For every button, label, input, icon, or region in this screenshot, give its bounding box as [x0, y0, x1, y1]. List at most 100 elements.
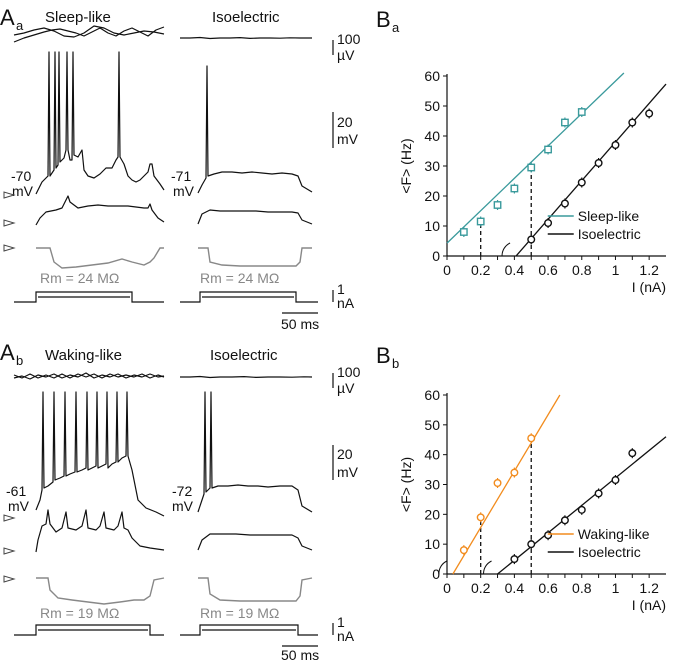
x-tick-label: 0.4	[505, 580, 525, 596]
y-tick-label: 50	[424, 98, 440, 114]
aa-marker-arrow-3	[3, 244, 16, 252]
legend-label: Waking-like	[578, 526, 650, 542]
aa-vm-trace-left	[35, 51, 165, 195]
x-tick-label: 0.8	[572, 262, 592, 278]
aa-marker-arrow-2	[3, 219, 16, 227]
y-tick-label: 40	[424, 128, 440, 144]
panel-bb-subscript: b	[392, 356, 399, 371]
aa-current-step-right	[180, 291, 318, 303]
data-point	[527, 235, 536, 244]
panel-ba-subscript: a	[392, 20, 400, 35]
data-point	[510, 184, 519, 193]
aa-current-step-left	[14, 291, 164, 303]
ab-vm-unit-right: mV	[172, 498, 194, 514]
ab-vm-unit-left: mV	[8, 498, 30, 514]
data-point	[510, 468, 519, 477]
panel-aa-subscript: a	[16, 18, 24, 33]
data-point	[544, 531, 553, 540]
x-tick-label: 0.4	[505, 262, 525, 278]
y-tick-label: 10	[424, 218, 440, 234]
data-point	[527, 540, 536, 549]
aa-vm-scale-unit: mV	[337, 131, 359, 147]
data-point	[476, 513, 485, 522]
ab-grey-trace-left	[36, 577, 165, 605]
data-point	[493, 201, 502, 209]
aa-lfp-scale-value: 100	[337, 31, 361, 47]
ab-vm-scale-value: 20	[337, 446, 353, 462]
data-point	[628, 118, 637, 127]
ab-vm-scale-unit: mV	[337, 464, 359, 480]
legend-label: Sleep-like	[578, 208, 640, 224]
y-tick-label: 0	[432, 248, 440, 264]
legend-label: Isoelectric	[578, 226, 641, 242]
ab-hyper-trace-left	[35, 509, 165, 553]
aa-current-scale-value: 1	[337, 281, 345, 297]
data-point	[493, 479, 502, 488]
panel-aa: A a Sleep-like Isoelectric -70 mV -71 mV…	[0, 5, 361, 332]
aa-time-scale-label: 50 ms	[281, 316, 319, 332]
ab-vm-trace-left	[35, 391, 165, 517]
ab-vm-trace-right	[197, 391, 313, 513]
ab-current-step-right	[180, 624, 318, 636]
aa-rm-right: Rm = 24 MΩ	[200, 270, 279, 286]
aa-lfp-trace-right	[180, 36, 312, 40]
data-point	[510, 555, 519, 564]
y-tick-label: 20	[424, 506, 440, 522]
x-tick-label: 0.6	[538, 580, 558, 596]
y-tick-label: 30	[424, 158, 440, 174]
ab-lfp-scale-unit: µV	[337, 380, 355, 396]
aa-lfp-scale-unit: µV	[337, 47, 355, 63]
y-tick-label: 10	[424, 536, 440, 552]
angle-arc	[501, 242, 511, 257]
data-point	[459, 546, 468, 555]
aa-lfp-trace-left-b	[13, 25, 165, 38]
y-tick-label: 60	[424, 387, 440, 403]
x-tick-label: 1	[612, 262, 620, 278]
fit-line	[515, 83, 667, 257]
x-tick-label: 0.2	[471, 580, 491, 596]
ab-marker-arrow-1	[3, 514, 16, 522]
data-point	[577, 108, 586, 116]
ab-vm-value-left: -61	[6, 483, 26, 499]
fit-line	[446, 72, 625, 244]
fit-line	[452, 394, 561, 575]
ab-lfp-scale-value: 100	[337, 364, 361, 380]
x-tick-label: 0.6	[538, 262, 558, 278]
aa-marker-arrow-1	[3, 191, 16, 199]
ab-current-scale-value: 1	[337, 614, 345, 630]
panel-ab-letter: A	[0, 340, 15, 365]
data-point	[459, 228, 468, 236]
aa-hyper-trace-right	[197, 209, 313, 225]
x-tick-label: 0.8	[572, 580, 592, 596]
data-point	[476, 217, 485, 226]
aa-vm-scale-value: 20	[337, 114, 353, 130]
aa-vm-trace-right	[197, 65, 313, 194]
chart-ba: 0 10 20 30 40 50 60 0 0.2 0.4 0.6 0.8 1 1.2I (nA) <F> …	[398, 68, 667, 295]
aa-grey-trace-right	[198, 247, 312, 267]
y-tick-label: 40	[424, 447, 440, 463]
x-tick-label: 1.2	[639, 580, 659, 596]
data-point	[560, 516, 569, 525]
ab-right-title: Isoelectric	[210, 347, 278, 364]
x-tick-label: 0	[443, 580, 451, 596]
aa-left-title: Sleep-like	[45, 9, 111, 26]
ab-left-title: Waking-like	[45, 347, 122, 364]
data-point	[645, 109, 654, 118]
x-tick-label: 1.2	[639, 262, 659, 278]
aa-vm-unit-left: mV	[12, 183, 34, 199]
ab-vm-value-right: -72	[172, 483, 192, 499]
aa-current-scale-unit: nA	[337, 295, 355, 311]
data-point	[527, 163, 536, 172]
panel-ba-letter: B	[376, 7, 391, 32]
data-point	[561, 118, 569, 127]
aa-vm-value-left: -70	[11, 168, 31, 184]
ab-marker-arrow-3	[3, 575, 16, 583]
x-tick-label: 1	[612, 580, 620, 596]
aa-hyper-trace-left	[35, 195, 165, 226]
y-axis-label: <F> (Hz)	[398, 138, 414, 193]
legend-label: Isoelectric	[578, 544, 641, 560]
data-point	[611, 140, 620, 149]
ab-marker-arrow-2	[3, 547, 16, 555]
x-axis-label: I (nA)	[632, 279, 666, 295]
